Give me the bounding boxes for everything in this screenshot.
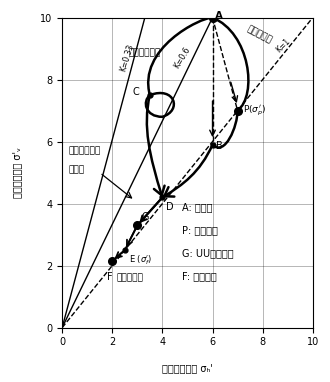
Text: G: UU試験など: G: UU試験など — [182, 248, 234, 258]
Text: チューブより: チューブより — [68, 146, 101, 155]
Text: P($\sigma_p'$): P($\sigma_p'$) — [243, 104, 266, 118]
Text: 水平有効応力 σₕ': 水平有効応力 σₕ' — [162, 363, 213, 373]
Text: C: C — [133, 87, 140, 97]
Text: G: G — [141, 212, 149, 222]
Text: P: 完全試料: P: 完全試料 — [182, 225, 218, 235]
Text: B: B — [216, 141, 223, 151]
Text: A: A — [215, 11, 223, 21]
Text: D: D — [166, 202, 174, 212]
Text: サンプリング: サンプリング — [129, 49, 161, 58]
Text: トリミング: トリミング — [116, 274, 143, 283]
Text: K=0.6: K=0.6 — [173, 45, 192, 70]
FancyArrowPatch shape — [147, 18, 213, 195]
Text: ボーリング: ボーリング — [245, 24, 273, 45]
Text: A: 原位置: A: 原位置 — [182, 202, 213, 212]
Text: 引抜き: 引抜き — [68, 165, 84, 174]
Text: 邉直有効応力 σ'ᵥ: 邉直有効応力 σ'ᵥ — [12, 147, 22, 198]
Text: K=0.33: K=0.33 — [119, 43, 136, 73]
FancyArrowPatch shape — [164, 18, 248, 197]
Text: K=1: K=1 — [274, 37, 292, 54]
Text: E ($\sigma_f'$): E ($\sigma_f'$) — [129, 253, 152, 267]
Text: F: 一軸試験: F: 一軸試験 — [182, 272, 217, 282]
Text: F: F — [107, 272, 113, 282]
